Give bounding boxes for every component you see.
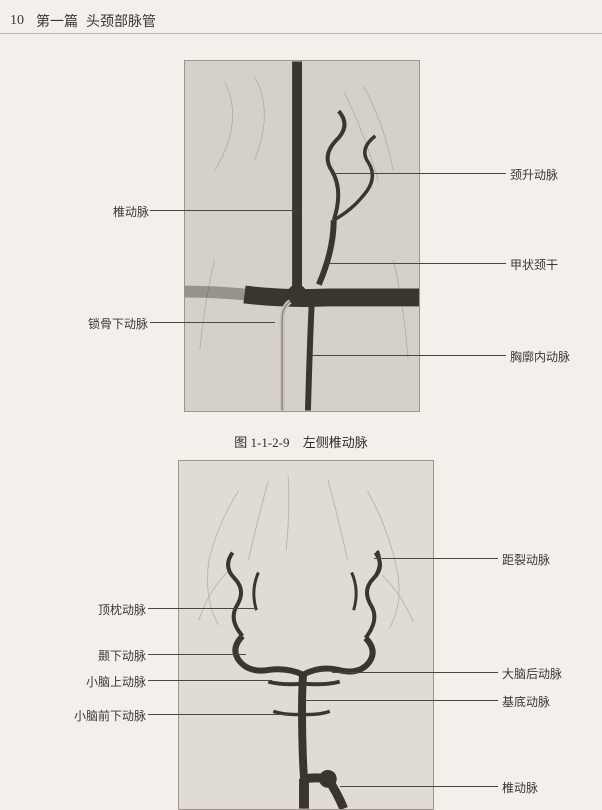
figure-1-vessels	[185, 61, 419, 411]
leader-line	[304, 700, 498, 701]
leader-line	[340, 786, 498, 787]
anatomy-label: 椎动脉	[113, 203, 149, 220]
figure-1-angiogram	[184, 60, 420, 412]
anatomy-label: 锁骨下动脉	[88, 315, 148, 332]
leader-line	[148, 714, 290, 715]
anatomy-label: 颞下动脉	[98, 647, 146, 664]
figure-1-caption: 图 1-1-2-9 左侧椎动脉	[0, 432, 602, 451]
anatomy-label: 大脑后动脉	[502, 665, 562, 682]
figure-2-angiogram	[178, 460, 434, 810]
anatomy-label: 胸廓内动脉	[510, 348, 570, 365]
figure-1-title: 左侧椎动脉	[303, 435, 368, 450]
anatomy-label: 距裂动脉	[502, 551, 550, 568]
leader-line	[148, 654, 246, 655]
anatomy-label: 小脑前下动脉	[74, 707, 146, 724]
leader-line	[148, 680, 272, 681]
anatomy-label: 椎动脉	[502, 779, 538, 796]
anatomy-label: 基底动脉	[502, 693, 550, 710]
anatomy-label: 颈升动脉	[510, 166, 558, 183]
leader-line	[150, 322, 275, 323]
figure-1-number: 图 1-1-2-9	[234, 435, 289, 450]
anatomy-label: 小脑上动脉	[86, 673, 146, 690]
leader-line	[312, 355, 506, 356]
leader-line	[148, 608, 254, 609]
figure-area: 图 1-1-2-9 左侧椎动脉	[0, 0, 602, 810]
anatomy-label: 甲状颈干	[510, 256, 558, 273]
leader-line	[333, 173, 506, 174]
leader-line	[328, 263, 506, 264]
leader-line	[150, 210, 298, 211]
leader-line	[332, 672, 498, 673]
leader-line	[374, 558, 498, 559]
anatomy-label: 顶枕动脉	[98, 601, 146, 618]
figure-2-vessels	[179, 461, 433, 809]
